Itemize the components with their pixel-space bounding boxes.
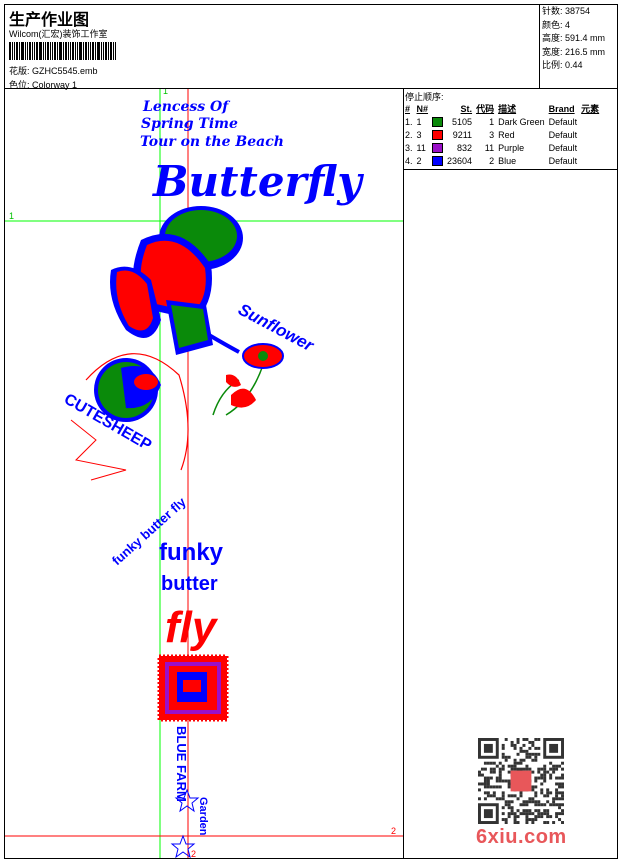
design-text-funky3: butter: [161, 573, 218, 595]
star-icon: [174, 788, 200, 813]
design-text-funky2: funky: [159, 539, 224, 566]
stat-height: 高度: 591.4 mm: [542, 33, 606, 43]
page-title: 生产作业图: [9, 10, 90, 29]
col-description: 描述: [498, 104, 517, 114]
col-needle: N#: [416, 103, 429, 114]
barcode: [9, 42, 133, 60]
stat-scale: 比例: 0.44: [542, 60, 583, 70]
stat-stitches: 针数: 38754: [542, 6, 591, 16]
stop-sequence-panel: 停止顺序: # N# St. 代码 描述 Brand 元素 1. 1 5105 1 Da…: [403, 89, 617, 170]
stop-row: 4. 2 23604 2 Blue Default: [405, 155, 578, 166]
qr-code: [478, 738, 564, 824]
design-value: GZHC5545.emb: [32, 66, 98, 76]
watermark-logo: 6xiu.com: [476, 826, 567, 848]
stop-sequence-title: 停止顺序:: [405, 92, 444, 102]
colorway-label: 色位:: [9, 80, 30, 90]
marker-1: 1: [9, 211, 14, 221]
col-code: 代码: [476, 104, 495, 114]
color-swatch: [432, 142, 444, 153]
flower-motif: [212, 343, 284, 416]
colorway-value: Colorway 1: [32, 80, 78, 90]
design-text-garden: Garden: [197, 797, 209, 836]
col-index: #: [405, 103, 411, 114]
col-element: 元素: [581, 104, 600, 114]
stat-colors: 颜色: 4: [542, 19, 571, 30]
stop-row: 1. 1 5105 1 Dark Green Default: [405, 116, 578, 127]
design-file: 花版: GZHC5545.emb: [9, 64, 98, 77]
design-text-bluefarm: BLUE FARM: [174, 726, 189, 802]
col-brand: Brand: [548, 103, 575, 114]
character-motif: [110, 206, 243, 355]
side-panel: 停止顺序: # N# St. 代码 描述 Brand 元素 1. 1 5105 1 Da…: [403, 88, 618, 859]
star-icon: [170, 834, 196, 858]
cutesheep-motif: [70, 353, 189, 481]
stamp-motif: [157, 654, 229, 722]
stat-width: 宽度: 216.5 mm: [542, 46, 606, 57]
color-swatch: [432, 129, 444, 140]
header-panel: 生产作业图 Wilcom(汇宏)装饰工作室 花版: GZHC5545.emb 色…: [4, 4, 540, 91]
stats-panel: 针数: 38754 颜色: 4 高度: 591.4 mm 宽度: 216.5 m…: [539, 4, 618, 89]
marker-2: 2: [391, 826, 396, 836]
design-text-line2: Spring Time: [141, 116, 238, 132]
color-swatch: [432, 155, 444, 166]
design-text-funky4: fly: [165, 603, 219, 652]
marker-2-bottom: 2: [191, 849, 196, 858]
marker-1-top: 1: [163, 89, 168, 96]
stop-row: 3. 11 832 11 Purple Default: [405, 142, 578, 153]
design-text-butterfly: Butterfly: [152, 157, 364, 206]
design-canvas[interactable]: 1 1 2 2 Lencess Of Spring Time Tour on t…: [4, 88, 404, 859]
embroidery-design: 1 1 2 2 Lencess Of Spring Time Tour on t…: [5, 89, 403, 858]
company-name: Wilcom(汇宏)装饰工作室: [9, 29, 108, 39]
col-swatch: [430, 102, 445, 115]
col-stitches: St.: [460, 103, 473, 114]
colorway: 色位: Colorway 1: [9, 78, 77, 91]
stop-sequence-table: # N# St. 代码 描述 Brand 元素 1. 1 5105 1 Dark Gre…: [403, 102, 601, 167]
design-text-line3: Tour on the Beach: [140, 134, 284, 150]
stop-row: 2. 3 9211 3 Red Default: [405, 129, 578, 140]
color-swatch: [432, 116, 444, 127]
design-text-line1: Lencess Of: [142, 99, 231, 115]
design-label: 花版:: [9, 66, 30, 76]
